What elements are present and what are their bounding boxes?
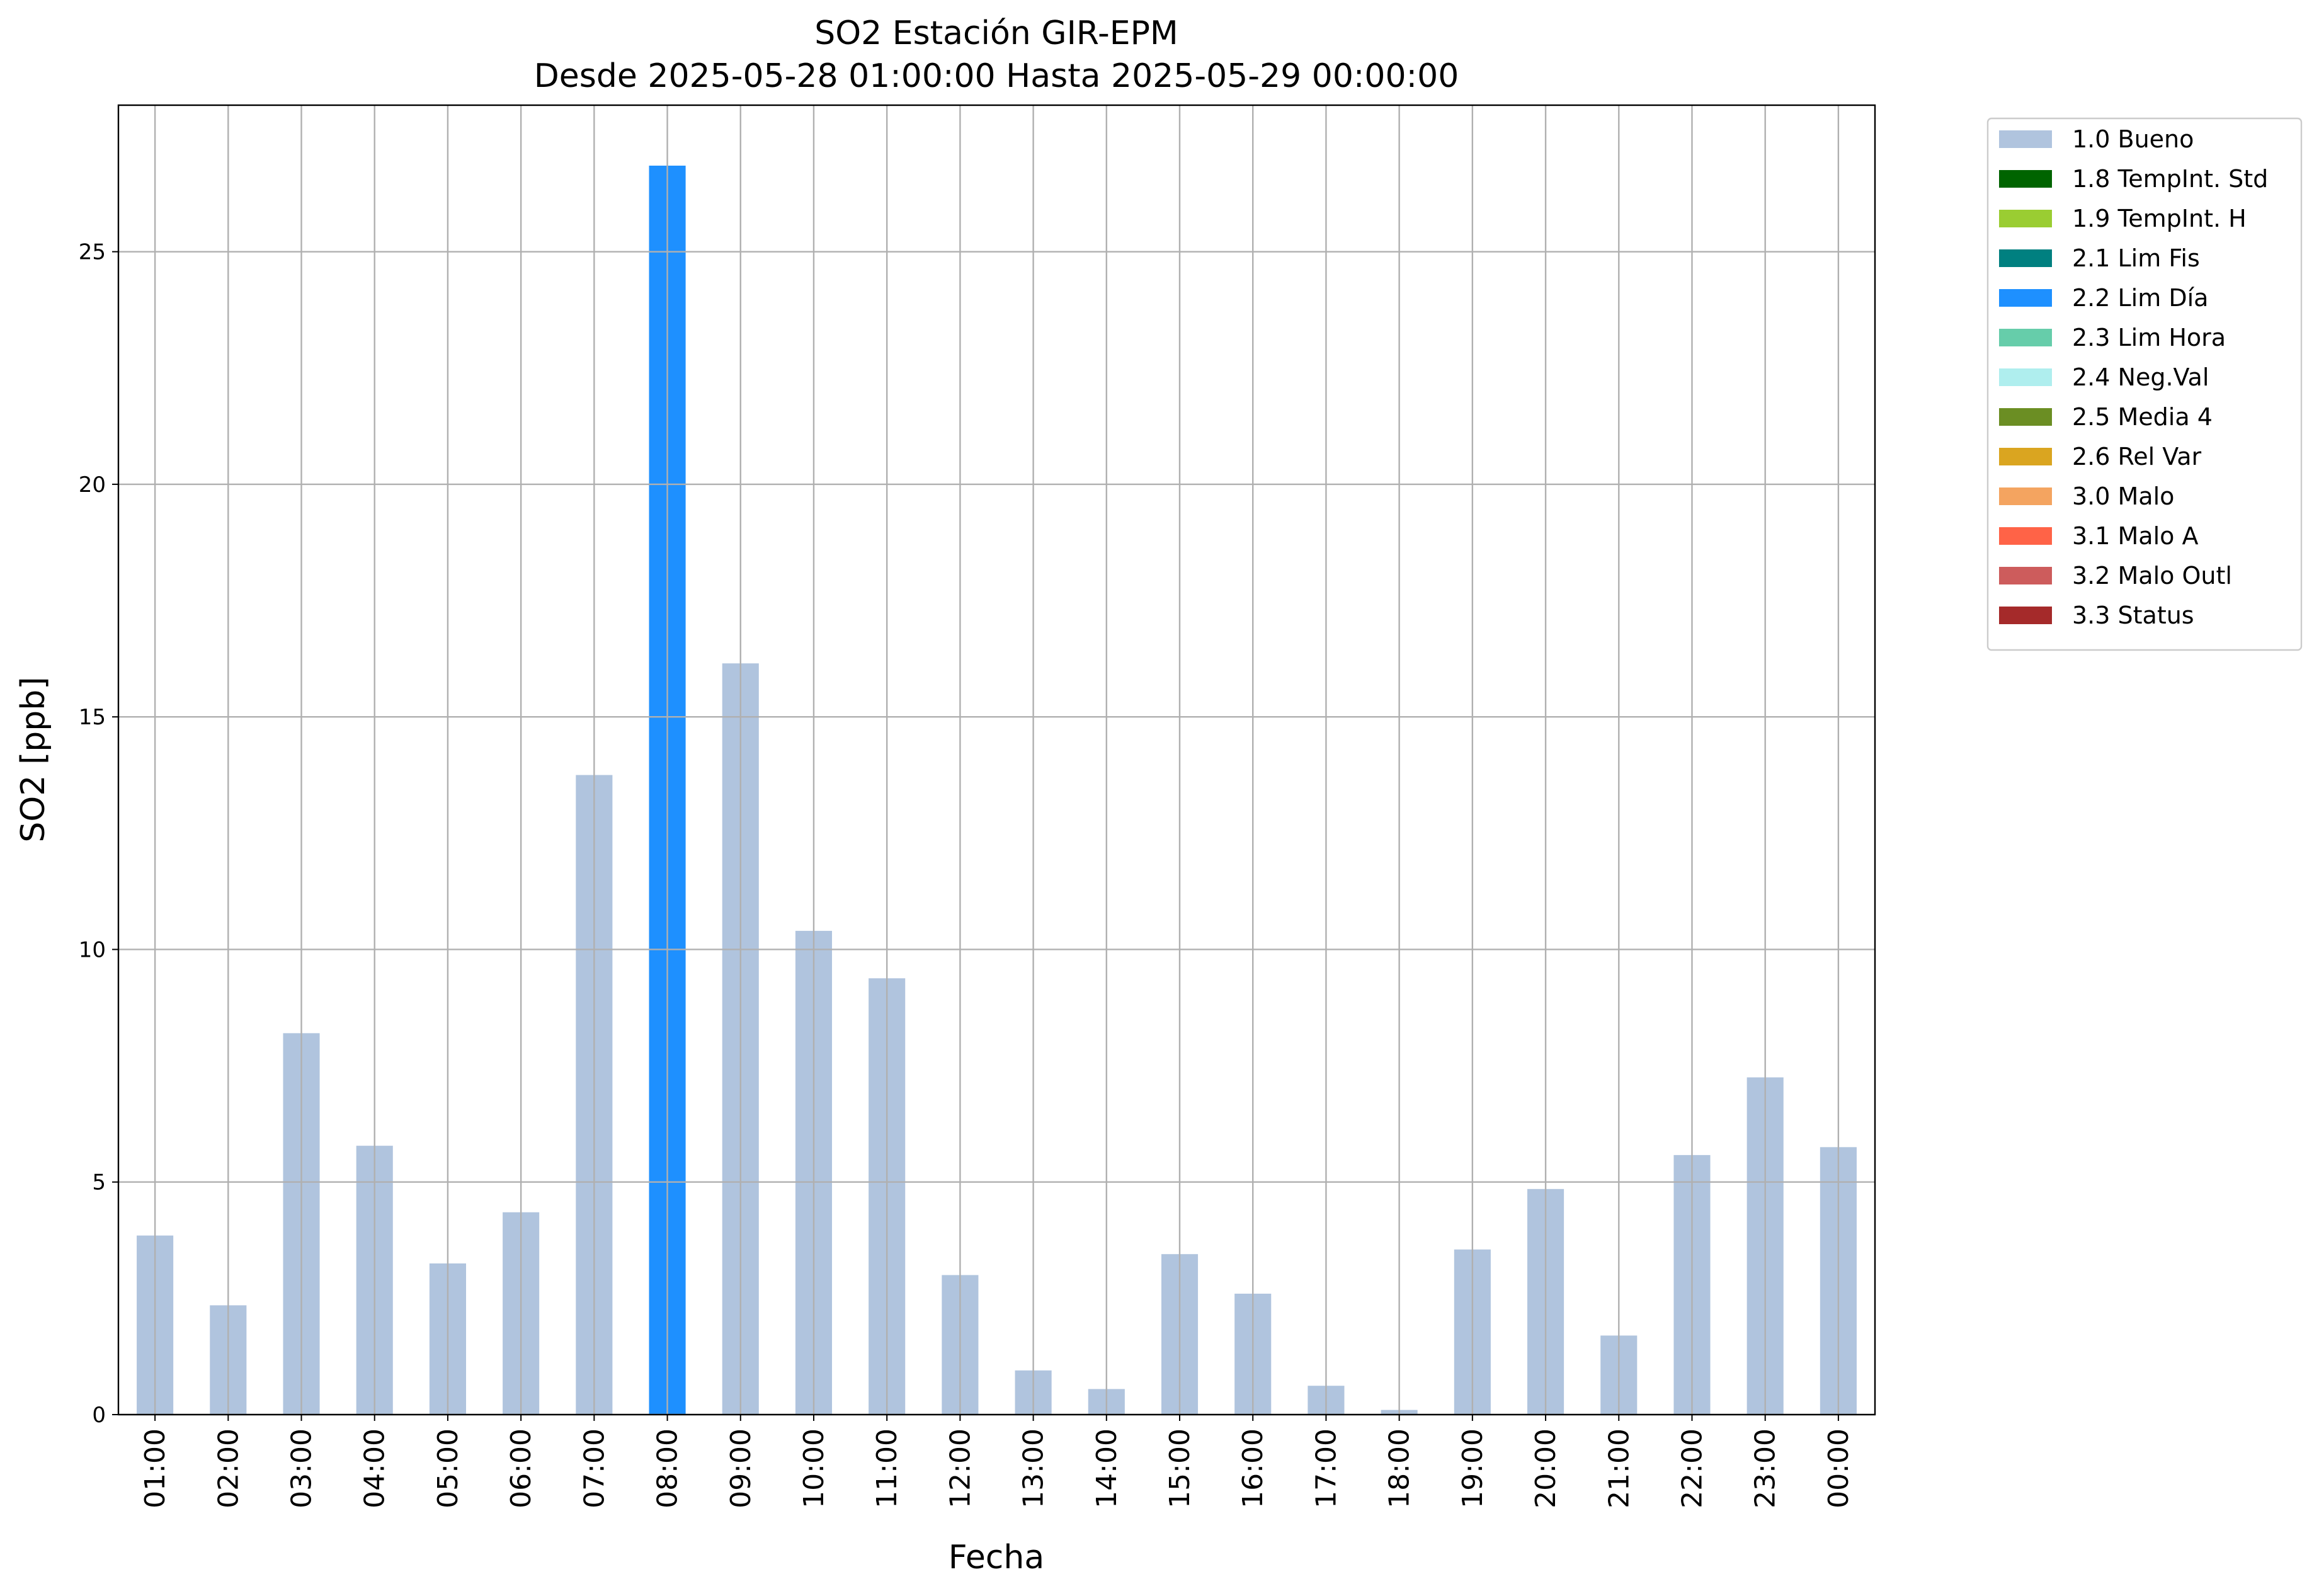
x-tick-label: 19:00 [1457, 1428, 1489, 1508]
chart-title: SO2 Estación GIR-EPM [814, 14, 1178, 52]
y-tick-label: 20 [79, 472, 106, 498]
legend-label: 3.1 Malo A [2072, 522, 2198, 550]
x-tick-label: 05:00 [432, 1428, 464, 1508]
x-tick-label: 00:00 [1823, 1428, 1855, 1508]
x-tick-label: 12:00 [944, 1428, 976, 1508]
legend-swatch [1999, 170, 2052, 188]
x-tick-label: 18:00 [1384, 1428, 1416, 1508]
legend-swatch [1999, 607, 2052, 624]
legend-swatch [1999, 567, 2052, 584]
legend-swatch [1999, 487, 2052, 505]
x-tick-label: 20:00 [1530, 1428, 1562, 1508]
y-tick-label: 5 [92, 1170, 106, 1195]
y-axis-label: SO2 [ppb] [14, 676, 52, 842]
x-tick-label: 15:00 [1164, 1428, 1196, 1508]
legend-label: 1.8 TempInt. Std [2072, 165, 2268, 193]
x-tick-label: 02:00 [212, 1428, 244, 1508]
x-tick-label: 23:00 [1750, 1428, 1782, 1508]
x-tick-label: 10:00 [798, 1428, 830, 1508]
legend-swatch [1999, 408, 2052, 426]
x-tick-label: 17:00 [1310, 1428, 1342, 1508]
plot-frame [117, 104, 1876, 1416]
x-tick-label: 08:00 [652, 1428, 684, 1508]
x-tick-label: 04:00 [359, 1428, 391, 1508]
x-tick-label: 09:00 [725, 1428, 757, 1508]
legend-label: 2.3 Lim Hora [2072, 324, 2226, 351]
legend-swatch [1999, 249, 2052, 267]
y-tick-label: 25 [79, 240, 106, 265]
x-tick-label: 22:00 [1676, 1428, 1708, 1508]
x-tick-label: 14:00 [1091, 1428, 1123, 1508]
x-tick-label: 16:00 [1237, 1428, 1269, 1508]
legend-label: 3.3 Status [2072, 601, 2194, 629]
x-tick-label: 21:00 [1603, 1428, 1635, 1508]
legend-label: 1.9 TempInt. H [2072, 205, 2247, 232]
x-axis-label: Fecha [949, 1539, 1044, 1576]
x-tick-label: 01:00 [139, 1428, 171, 1508]
legend-swatch [1999, 289, 2052, 307]
y-tick-label: 15 [79, 705, 106, 730]
legend-swatch [1999, 368, 2052, 386]
chart-subtitle: Desde 2025-05-28 01:00:00 Hasta 2025-05-… [534, 57, 1459, 95]
x-tick-label: 13:00 [1018, 1428, 1050, 1508]
legend-label: 2.2 Lim Día [2072, 284, 2208, 312]
legend-label: 1.0 Bueno [2072, 125, 2194, 153]
x-tick-label: 11:00 [871, 1428, 903, 1508]
legend-label: 2.6 Rel Var [2072, 443, 2202, 470]
y-tick-label: 10 [79, 937, 106, 962]
legend-swatch [1999, 210, 2052, 227]
legend-box [1986, 117, 2303, 651]
x-tick-label: 06:00 [505, 1428, 537, 1508]
x-tick-label: 03:00 [286, 1428, 318, 1508]
y-tick-label: 0 [92, 1403, 106, 1428]
x-tick-label: 07:00 [578, 1428, 610, 1508]
legend-label: 3.0 Malo [2072, 482, 2174, 510]
legend-swatch [1999, 329, 2052, 346]
legend-swatch [1999, 448, 2052, 465]
legend-swatch [1999, 130, 2052, 148]
legend-label: 2.1 Lim Fis [2072, 244, 2200, 272]
legend-label: 2.4 Neg.Val [2072, 363, 2209, 391]
legend-label: 2.5 Media 4 [2072, 403, 2213, 431]
legend-swatch [1999, 527, 2052, 545]
legend-label: 3.2 Malo Outl [2072, 562, 2232, 590]
